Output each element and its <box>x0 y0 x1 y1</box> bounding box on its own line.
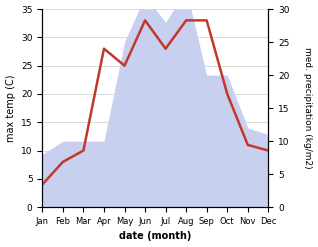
Y-axis label: max temp (C): max temp (C) <box>5 74 16 142</box>
Y-axis label: med. precipitation (kg/m2): med. precipitation (kg/m2) <box>303 47 313 169</box>
X-axis label: date (month): date (month) <box>119 231 191 242</box>
